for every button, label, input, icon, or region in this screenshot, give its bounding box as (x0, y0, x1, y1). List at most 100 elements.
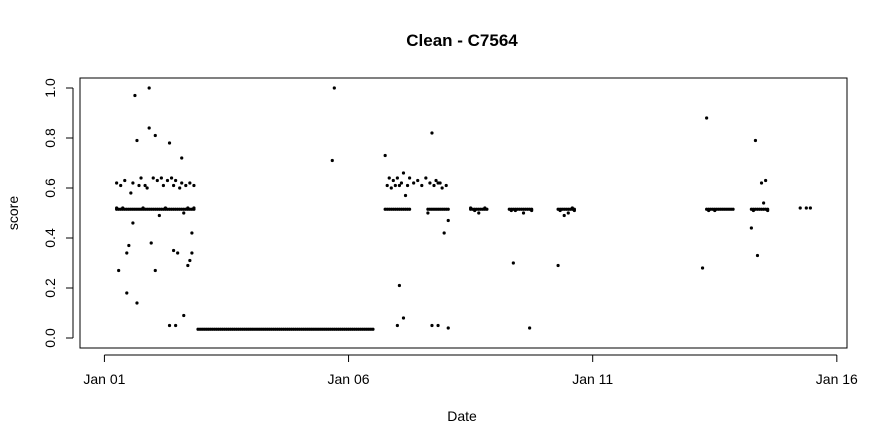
data-point (434, 178, 438, 183)
data-point (139, 176, 143, 180)
data-point (147, 126, 151, 130)
data-point (412, 181, 416, 185)
data-point (440, 186, 444, 190)
data-point (403, 193, 408, 198)
x-tick-label: Jan 06 (328, 371, 370, 387)
data-point (190, 231, 194, 235)
data-point (330, 158, 334, 163)
data-point (143, 183, 147, 188)
data-point (808, 206, 812, 210)
data-point (416, 178, 420, 183)
data-point (184, 183, 188, 188)
data-point (159, 176, 163, 180)
data-point (180, 181, 184, 185)
data-point (147, 86, 151, 90)
data-point (798, 206, 802, 210)
data-point (188, 181, 192, 185)
data-point (182, 313, 186, 318)
y-tick-label: 0.4 (42, 228, 58, 248)
data-point (395, 323, 399, 328)
x-tick-label: Jan 01 (83, 371, 125, 387)
data-point (371, 327, 375, 331)
data-point (446, 326, 450, 330)
data-point (186, 263, 190, 268)
data-point (707, 208, 711, 213)
data-point (127, 243, 131, 248)
data-point (176, 251, 180, 255)
data-point (764, 178, 768, 183)
data-point (473, 208, 477, 213)
data-point (393, 183, 397, 188)
data-point (153, 133, 157, 138)
data-point (558, 208, 562, 213)
data-point (446, 207, 450, 211)
data-point (405, 183, 410, 188)
data-point (135, 301, 139, 305)
data-point (424, 176, 428, 180)
data-point (186, 206, 190, 210)
data-point (180, 156, 184, 160)
x-axis: Jan 01 Jan 06 Jan 11 Jan 16 (83, 354, 858, 387)
data-point (407, 207, 412, 211)
data-point (399, 181, 404, 185)
x-tick-label: Jan 16 (816, 371, 858, 387)
data-point (190, 251, 194, 255)
data-point (513, 208, 517, 213)
data-point (167, 323, 172, 328)
data-point (125, 291, 129, 295)
data-point (430, 323, 434, 328)
data-point (131, 181, 135, 185)
data-point (192, 183, 196, 188)
data-point (125, 251, 129, 255)
data-point (174, 178, 178, 183)
data-point (572, 208, 576, 213)
data-point (129, 191, 133, 195)
data-point (432, 183, 436, 188)
data-point (182, 211, 186, 215)
data-point (428, 181, 432, 185)
y-axis: 0.0 0.2 0.4 0.6 0.8 1.0 (42, 78, 74, 348)
data-point (700, 266, 705, 270)
data-point (566, 211, 570, 215)
data-point (420, 183, 424, 188)
data-point (387, 176, 391, 180)
data-point (169, 176, 174, 180)
data-point (713, 208, 717, 213)
x-axis-label: Date (447, 408, 477, 424)
data-point (188, 258, 192, 263)
data-point (401, 316, 406, 320)
data-point (121, 206, 125, 210)
data-point (133, 93, 137, 98)
data-points (115, 86, 812, 331)
data-point (521, 211, 526, 215)
data-point (155, 178, 159, 183)
data-point (115, 206, 119, 210)
data-point (755, 253, 760, 258)
data-point (444, 183, 448, 188)
data-point (401, 171, 406, 175)
data-point (119, 183, 123, 188)
data-point (759, 181, 764, 185)
y-tick-label: 0.0 (42, 328, 58, 348)
data-point (389, 186, 393, 190)
data-point (178, 186, 182, 190)
data-point (426, 211, 430, 215)
data-point (117, 268, 121, 273)
data-point (430, 131, 434, 135)
data-point (153, 268, 157, 273)
data-point (192, 206, 196, 210)
data-point (332, 86, 336, 90)
data-point (731, 207, 735, 211)
data-point (115, 181, 119, 185)
data-point (446, 218, 450, 223)
data-point (151, 176, 155, 180)
data-point (135, 138, 139, 143)
data-point (137, 183, 141, 188)
data-point (562, 213, 566, 218)
y-tick-label: 0.6 (42, 178, 58, 198)
data-point (442, 231, 446, 235)
data-point (141, 206, 145, 210)
data-point (804, 206, 808, 210)
data-point (145, 186, 149, 190)
